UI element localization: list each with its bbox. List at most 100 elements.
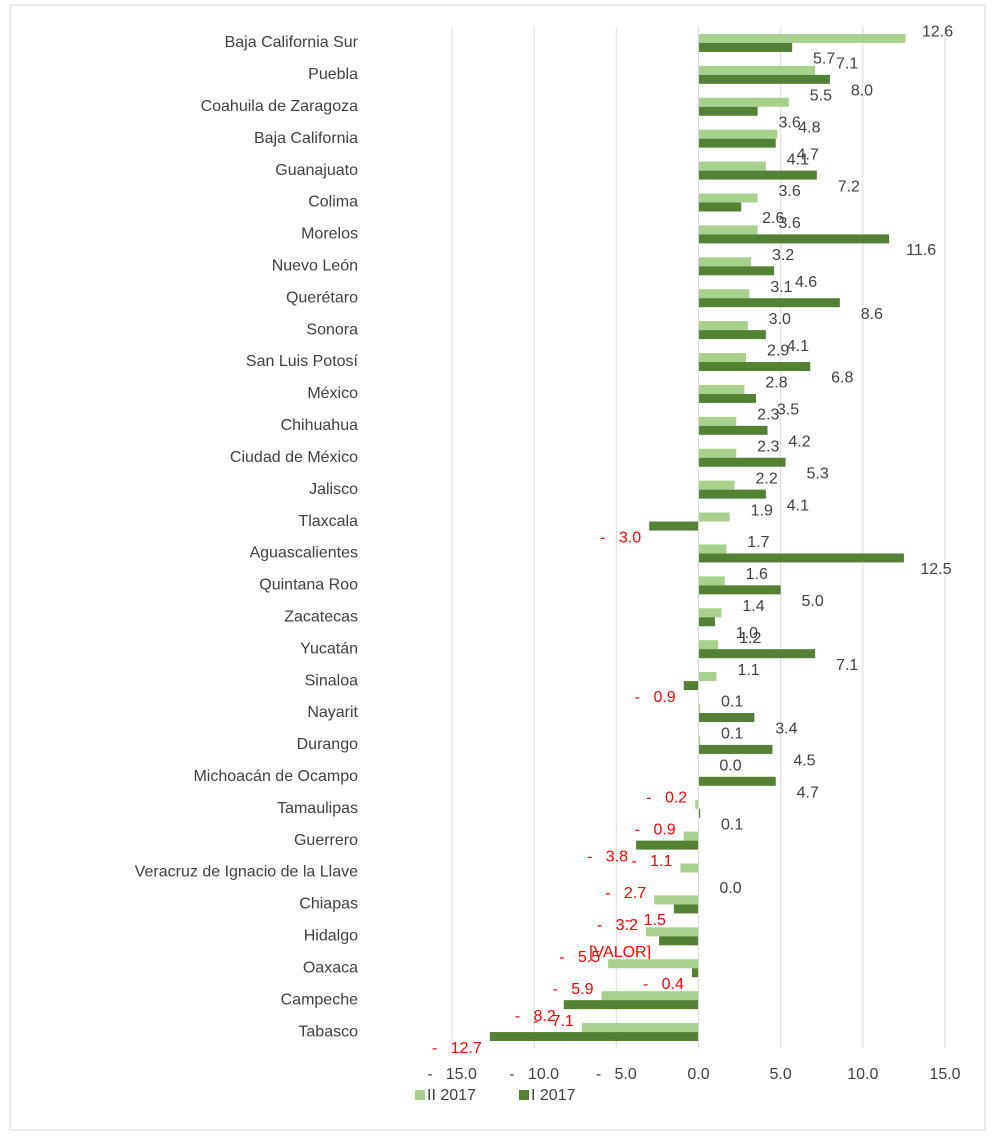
data-label: 4.6	[795, 274, 817, 291]
bar	[698, 234, 890, 244]
data-label: [VALOR]	[589, 944, 651, 961]
y-tick-label: Coahuila de Zaragoza	[201, 98, 359, 115]
legend-label: II 2017	[427, 1087, 476, 1104]
data-label: 0.1	[721, 694, 743, 711]
y-tick-label: Durango	[297, 736, 358, 753]
y-tick-label: Tabasco	[298, 1023, 358, 1040]
bar	[601, 991, 699, 1001]
bar	[698, 776, 776, 786]
y-tick-label: Puebla	[308, 66, 358, 83]
y-tick-label: Jalisco	[309, 481, 358, 498]
data-label: - 5.5	[559, 949, 600, 966]
data-label: 12.6	[922, 24, 953, 41]
bar	[698, 138, 776, 148]
data-label: 8.6	[861, 306, 883, 323]
y-tick-label: Nuevo León	[272, 258, 358, 275]
bar	[698, 362, 811, 372]
bar	[698, 289, 750, 299]
data-label: 3.6	[779, 215, 801, 232]
data-label: - 3.0	[600, 529, 641, 546]
bar	[698, 703, 701, 713]
y-tick-label: San Luis Potosí	[246, 353, 359, 370]
data-label: - 0.4	[643, 976, 684, 993]
y-tick-label: Yucatán	[300, 640, 358, 657]
data-label: 4.7	[797, 146, 819, 163]
y-tick-label: Sinaloa	[305, 672, 358, 689]
bar	[698, 74, 830, 84]
data-label: 11.6	[906, 242, 936, 259]
x-tick-label: 0.0	[687, 1066, 709, 1083]
bar	[608, 959, 699, 969]
legend-swatch	[415, 1090, 425, 1100]
y-tick-label: Tlaxcala	[298, 513, 358, 530]
data-label: 3.0	[769, 311, 791, 328]
y-tick-label: Morelos	[301, 226, 358, 243]
data-label: 0.0	[719, 758, 741, 775]
y-tick-label: Colima	[308, 194, 358, 211]
y-tick-label: Quintana Roo	[259, 577, 358, 594]
bar	[581, 1023, 699, 1033]
legend-swatch	[519, 1090, 529, 1100]
y-tick-label: Oaxaca	[303, 959, 358, 976]
data-label: 0.0	[719, 880, 741, 897]
y-tick-label: Baja California	[254, 130, 358, 147]
data-label: 8.0	[851, 83, 873, 100]
bar	[698, 457, 786, 467]
x-tick-label: 5.0	[770, 1066, 792, 1083]
data-label: 4.5	[793, 753, 815, 770]
bar	[698, 735, 701, 745]
bar	[698, 42, 793, 52]
bar	[698, 712, 755, 722]
bar	[698, 512, 730, 522]
data-label: - 8.2	[515, 1008, 556, 1025]
data-label: 3.4	[775, 721, 797, 738]
bar	[698, 65, 816, 75]
bar	[698, 649, 816, 659]
data-label: 3.2	[772, 247, 794, 264]
bar	[698, 617, 715, 627]
data-label: 2.3	[757, 407, 779, 424]
bar	[489, 1032, 699, 1042]
x-tick-label: - 5.0	[596, 1066, 637, 1083]
y-tick-label: Querétaro	[286, 289, 358, 306]
bar	[645, 927, 699, 937]
bar	[698, 544, 727, 554]
bar	[698, 353, 747, 363]
data-label: - 3.2	[597, 917, 638, 934]
data-label: - 3.8	[587, 848, 628, 865]
data-label: 3.6	[779, 114, 801, 131]
data-label: 5.3	[806, 465, 828, 482]
data-label: 3.6	[779, 183, 801, 200]
y-tick-label: Campeche	[281, 991, 358, 1008]
x-tick-label: - 15.0	[427, 1066, 477, 1083]
y-tick-label: Guanajuato	[275, 162, 358, 179]
y-tick-label: Michoacán de Ocampo	[193, 768, 358, 785]
data-label: 0.1	[721, 726, 743, 743]
data-label: - 2.7	[605, 885, 646, 902]
data-label: 4.1	[787, 151, 809, 168]
data-label: 1.2	[739, 630, 761, 647]
bar	[698, 808, 701, 818]
data-label: 0.1	[721, 816, 743, 833]
bar	[698, 161, 766, 171]
data-label: 7.1	[836, 657, 858, 674]
data-label: 1.9	[751, 502, 773, 519]
bar	[649, 521, 699, 531]
data-label: 1.7	[747, 534, 769, 551]
data-label: 2.3	[757, 438, 779, 455]
y-tick-label: Chihuahua	[281, 417, 359, 434]
data-label: 2.9	[767, 343, 789, 360]
bar	[698, 393, 757, 403]
data-label: - 5.9	[553, 981, 594, 998]
bar	[698, 480, 735, 490]
bar	[698, 640, 719, 650]
bar	[654, 895, 699, 905]
data-label: 1.0	[736, 625, 758, 642]
bar	[698, 384, 745, 394]
data-label: 2.6	[762, 210, 784, 227]
data-label: 7.2	[838, 178, 860, 195]
x-tick-label: - 10.0	[509, 1066, 559, 1083]
bar	[698, 489, 766, 499]
y-tick-label: Hidalgo	[304, 928, 358, 945]
